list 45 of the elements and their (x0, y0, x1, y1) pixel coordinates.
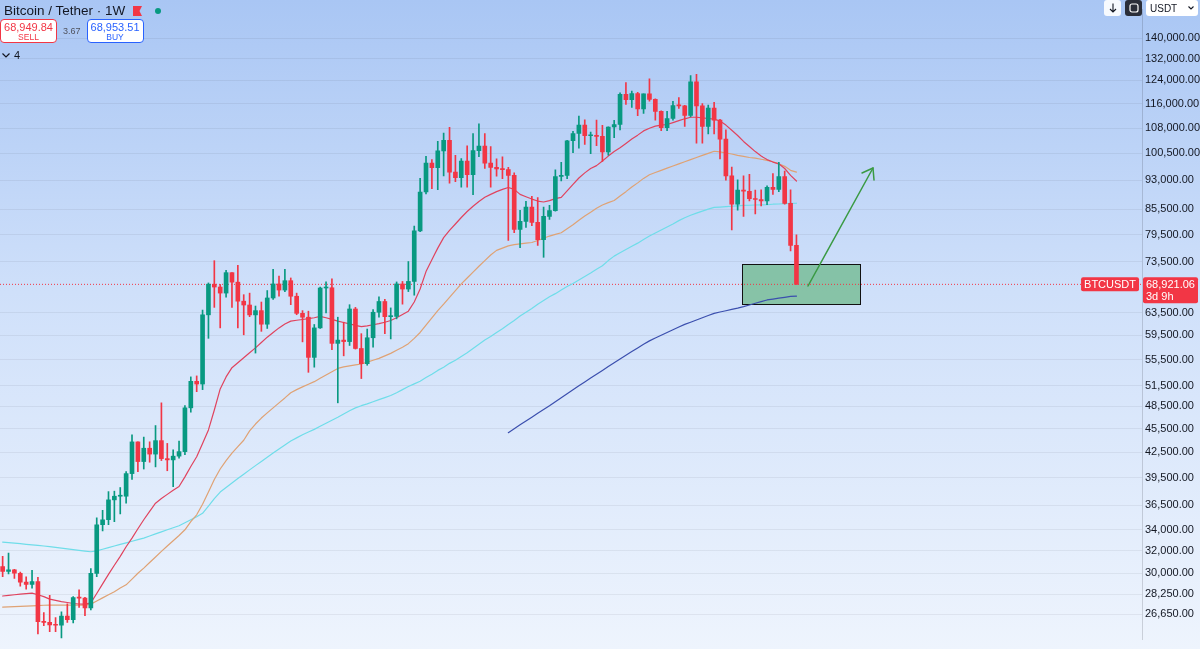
sell-button: 68,949.84 SELL (0, 19, 57, 43)
chart-title: Bitcoin / Tether · 1W (4, 3, 126, 18)
text: 68,921.06 (1146, 277, 1195, 290)
candlestick (212, 260, 217, 308)
y-tick-label: 100,500.00 (1145, 146, 1200, 159)
y-tick-label: 59,500.00 (1145, 328, 1194, 341)
y-tick-label: 108,000.00 (1145, 121, 1200, 134)
y-tick-label: 93,000.00 (1145, 173, 1194, 186)
annotation: 68,953.51 (89, 21, 141, 33)
annotation: SELL (18, 32, 39, 42)
y-tick-label: 32,000.00 (1145, 543, 1194, 556)
y-tick-label: 30,000.00 (1145, 566, 1194, 579)
y-tick-label: 45,500.00 (1145, 421, 1194, 434)
annotation: 3.67 (63, 26, 81, 36)
y-tick-label: 55,500.00 (1145, 352, 1194, 365)
y-tick-label: 36,500.00 (1145, 498, 1194, 511)
text: 3d 9h (1146, 289, 1174, 302)
y-tick-label: 51,500.00 (1145, 378, 1194, 391)
buy-button: 68,953.51 BUY (86, 19, 144, 43)
y-tick-label: 124,000.00 (1145, 73, 1200, 86)
candlestick (29, 570, 35, 589)
y-tick-label: 34,000.00 (1145, 522, 1194, 535)
candlestick (341, 321, 347, 357)
candlestick (194, 375, 200, 393)
y-tick-label: 39,500.00 (1145, 470, 1194, 483)
y-tick-label: 63,500.00 (1145, 305, 1194, 318)
candlestick (770, 173, 776, 195)
y-tick-label: 28,250.00 (1145, 587, 1194, 600)
candlestick (65, 603, 70, 623)
annotation: 68,949.84 (3, 21, 54, 33)
y-tick-label: 85,500.00 (1145, 202, 1194, 215)
y-tick-label: 79,500.00 (1145, 227, 1194, 240)
y-tick-label: 42,500.00 (1145, 445, 1194, 458)
y-tick-label: 26,650.00 (1145, 607, 1194, 620)
y-tick-label: 140,000.00 (1145, 31, 1200, 44)
y-tick-label: 48,500.00 (1145, 399, 1194, 412)
y-tick-label: 116,000.00 (1145, 96, 1200, 109)
candlestick (335, 316, 341, 404)
annotation: BUY (106, 32, 124, 42)
y-tick-label: 73,500.00 (1145, 255, 1194, 268)
y-tick-label: 132,000.00 (1145, 51, 1200, 64)
unit-dropdown: USDT (1146, 0, 1198, 16)
y-axis-title: USDT (1150, 2, 1178, 14)
ref-line-label: BTCUSDT (1084, 277, 1137, 290)
annotation: 4 (14, 49, 21, 61)
